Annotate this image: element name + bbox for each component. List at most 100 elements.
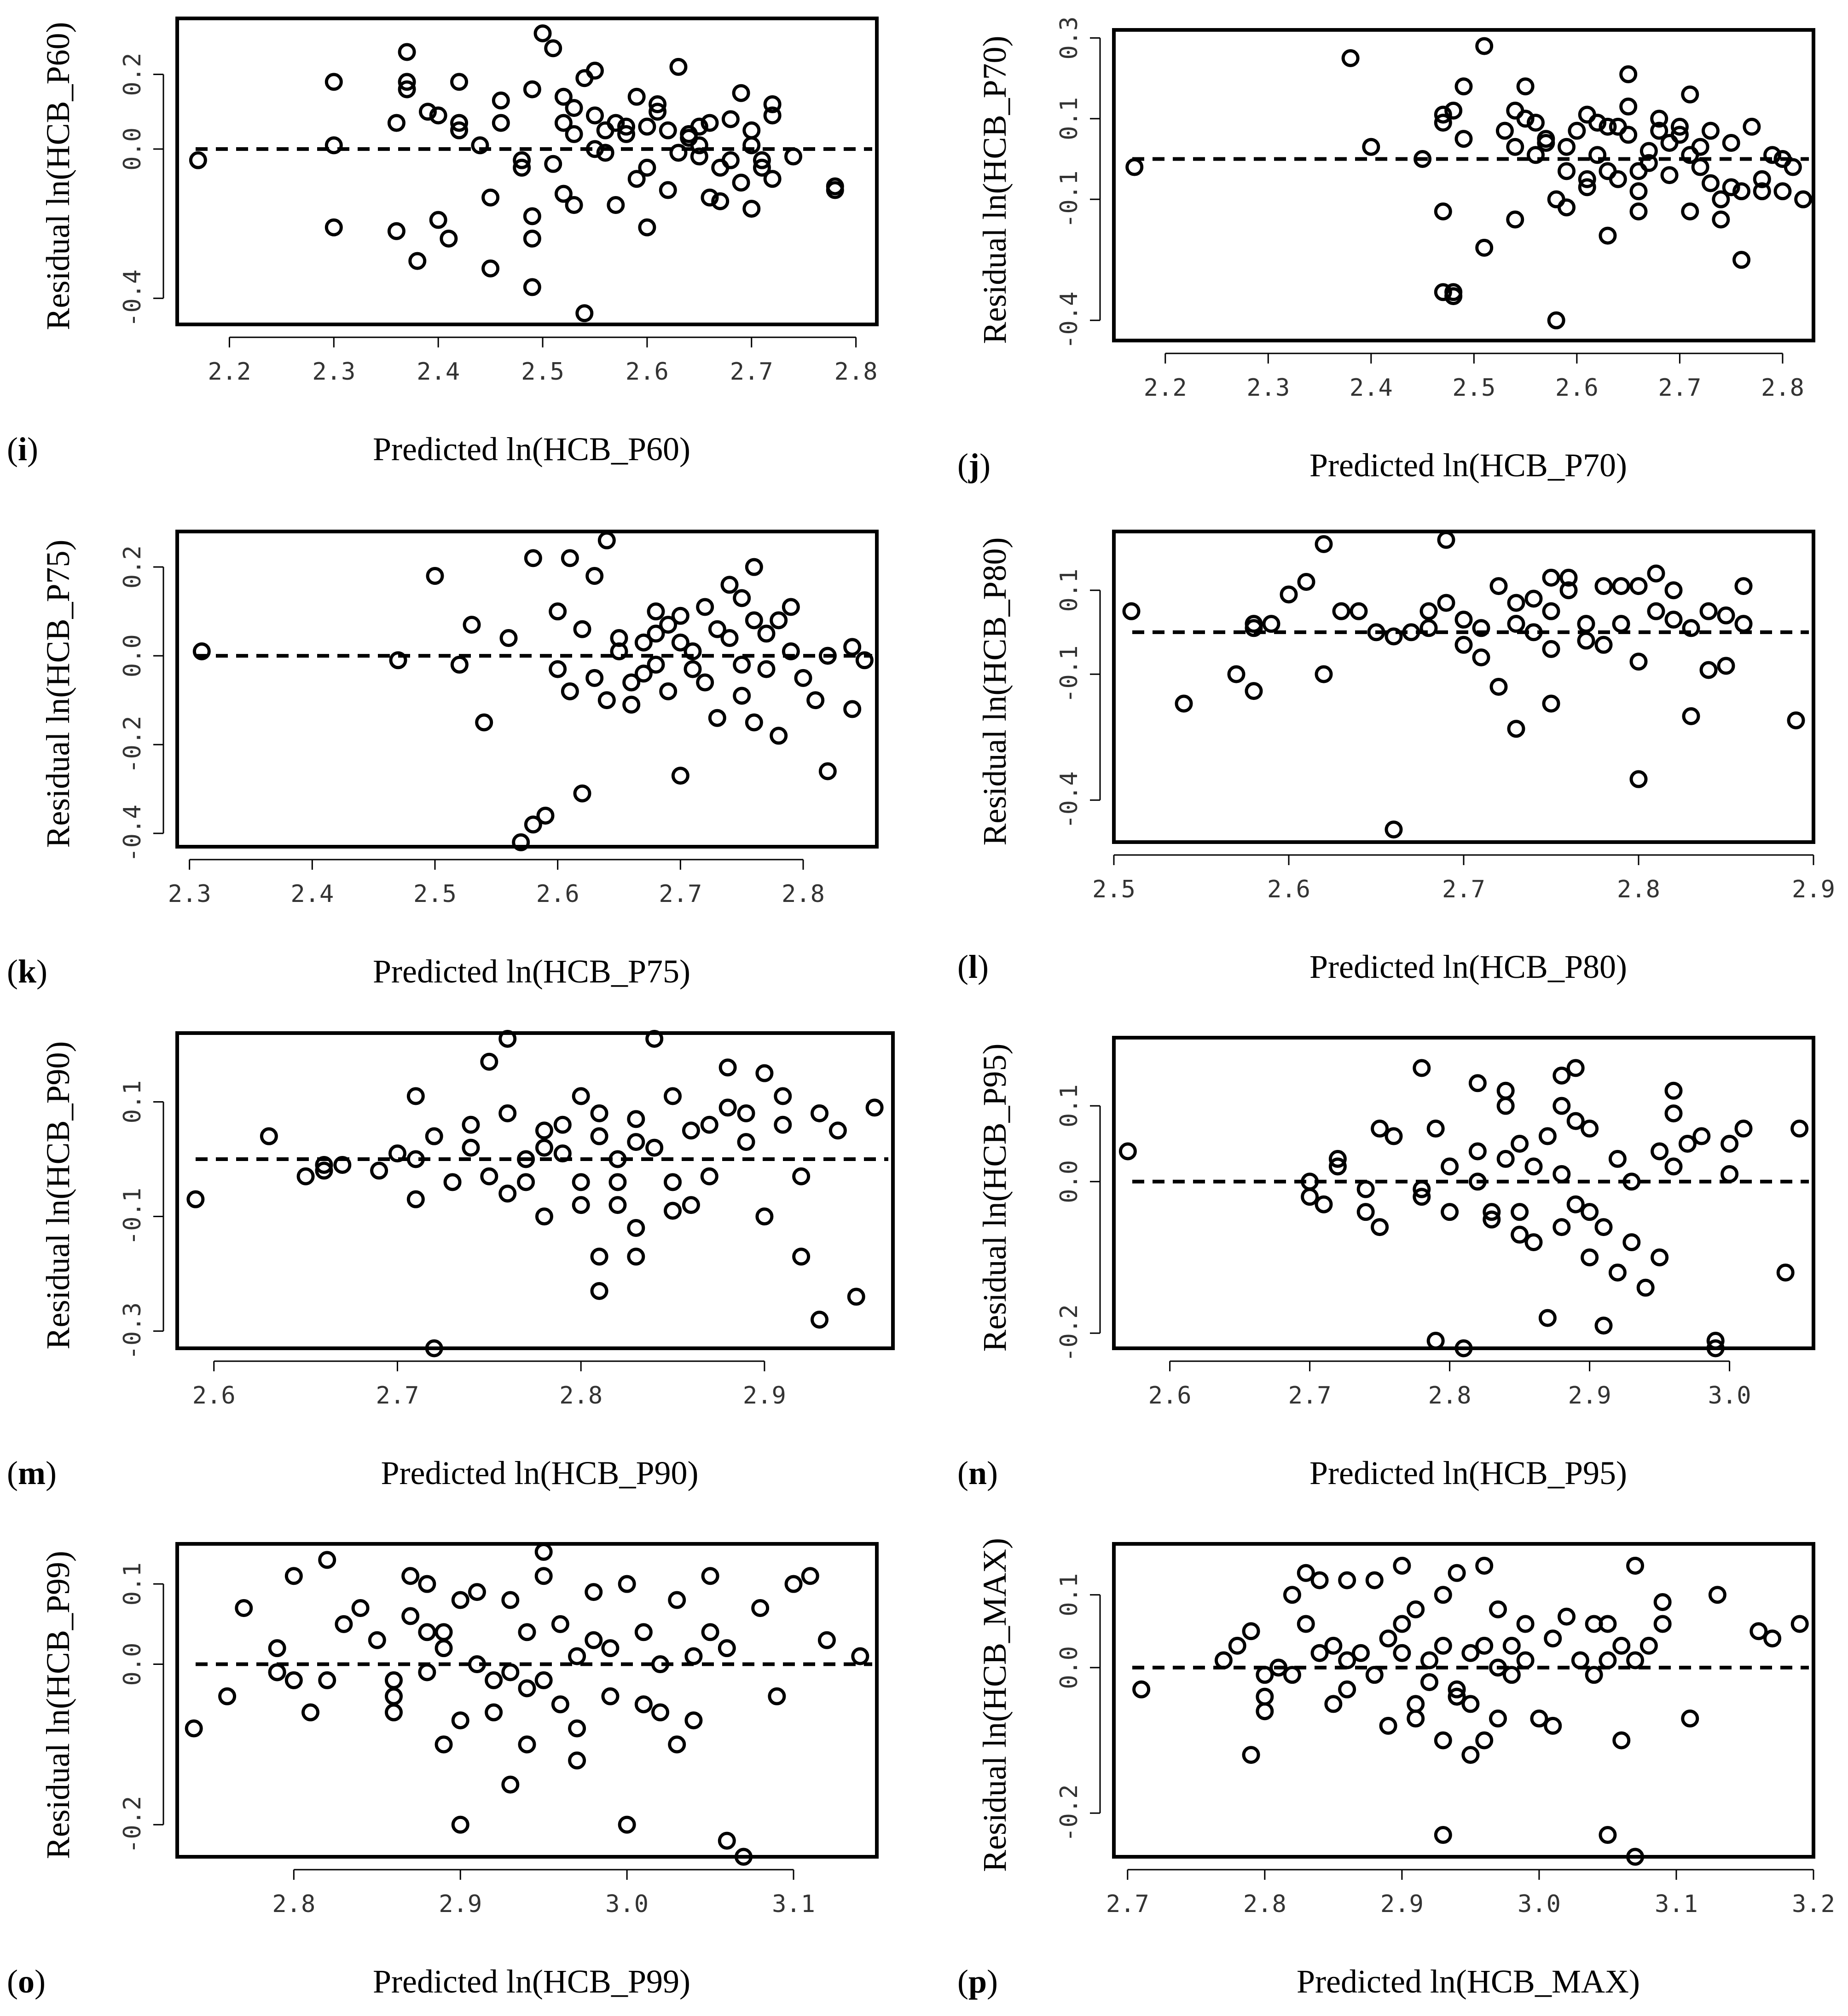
data-point <box>408 252 427 270</box>
data-point <box>1407 1695 1425 1713</box>
data-point <box>708 709 726 727</box>
data-point <box>1367 623 1385 641</box>
data-point <box>684 642 702 660</box>
x-tick-label: 2.7 <box>1442 876 1485 903</box>
data-point <box>1301 1188 1319 1206</box>
x-tick-label: 2.5 <box>1452 374 1495 402</box>
data-point <box>596 144 614 162</box>
data-point <box>1542 694 1560 713</box>
data-point <box>718 1058 737 1077</box>
data-point <box>1413 1188 1431 1206</box>
data-point <box>1530 1710 1548 1728</box>
data-point <box>1678 1134 1697 1153</box>
data-point <box>1660 166 1679 185</box>
data-point <box>1502 1666 1521 1684</box>
data-point <box>1297 572 1315 591</box>
data-point <box>1650 110 1668 128</box>
y-axis-title: Residual ln(HCB_MAX) <box>976 1538 1013 1872</box>
data-point <box>189 151 207 169</box>
data-point <box>535 1121 553 1140</box>
data-point <box>450 114 469 132</box>
x-tick-label: 2.6 <box>1148 1382 1192 1409</box>
panel-label: (i) <box>7 431 38 468</box>
data-point <box>523 229 541 248</box>
data-point <box>742 200 761 218</box>
data-point <box>462 1138 480 1157</box>
data-point <box>1489 1658 1507 1677</box>
panel-o: 2.8 2.9 3.0 3.1 -0.2 0.0 0.1 Predicted ln(HCB_P… <box>7 1542 879 2000</box>
data-point <box>1717 657 1735 675</box>
data-point <box>1475 1636 1494 1655</box>
data-point <box>701 1567 719 1585</box>
data-point <box>618 1815 636 1834</box>
data-point <box>1647 564 1665 583</box>
data-point <box>1578 170 1596 188</box>
x-tick-label: 2.7 <box>659 880 702 908</box>
data-point <box>324 218 343 237</box>
plot-frame <box>175 1542 879 1859</box>
y-tick-label: -0.4 <box>119 270 146 327</box>
data-point <box>1407 1600 1425 1618</box>
panel-label: (m) <box>7 1455 57 1491</box>
panel-label: (o) <box>7 1963 46 2000</box>
x-tick-label: 2.8 <box>1617 876 1660 903</box>
data-point <box>1651 1142 1669 1161</box>
data-point <box>1315 1195 1333 1213</box>
y-tick-label: -0.2 <box>1055 1784 1083 1842</box>
data-point <box>1524 623 1543 641</box>
data-point <box>682 1196 700 1214</box>
data-point <box>1712 210 1730 229</box>
data-point <box>1362 138 1380 156</box>
data-point <box>1407 1710 1425 1728</box>
data-point <box>351 1599 370 1617</box>
x-tick-label: 2.6 <box>192 1382 236 1409</box>
data-point <box>818 647 837 665</box>
data-point <box>406 1190 425 1208</box>
y-tick-label: -0.4 <box>119 804 146 862</box>
data-point <box>1599 1651 1617 1669</box>
data-point <box>1750 1622 1768 1641</box>
data-point <box>1692 1127 1711 1145</box>
data-point <box>668 1735 686 1754</box>
data-point <box>498 1029 517 1048</box>
y-axis-title: Residual ln(HCB_P75) <box>40 539 76 848</box>
x-axis-title: Predicted ln(HCB_P70) <box>1309 447 1627 484</box>
plot-frame <box>1112 28 1815 342</box>
data-point <box>498 1184 517 1203</box>
x-tick-label: 3.0 <box>605 1890 649 1918</box>
data-point <box>1763 146 1782 164</box>
data-point <box>1639 1636 1658 1655</box>
data-point <box>1699 602 1718 620</box>
data-point <box>561 682 579 700</box>
data-point <box>1437 594 1455 612</box>
data-point <box>533 24 552 42</box>
data-point <box>1721 1165 1739 1183</box>
y-tick-label: 0.1 <box>1055 1573 1083 1617</box>
panel-label: (p) <box>957 1963 998 2000</box>
data-point <box>1256 1702 1274 1721</box>
data-point <box>1475 37 1494 55</box>
data-point <box>401 1567 420 1585</box>
data-point <box>398 80 416 98</box>
data-point <box>701 1623 719 1641</box>
data-point <box>301 1703 320 1721</box>
data-point <box>1434 1731 1452 1750</box>
data-point <box>1489 1710 1507 1728</box>
data-point <box>1511 1225 1529 1244</box>
data-point <box>1468 1173 1487 1191</box>
data-point <box>1454 611 1473 629</box>
y-tick-label: 0.1 <box>1055 569 1083 612</box>
data-point <box>1526 114 1545 132</box>
data-point <box>512 833 530 851</box>
data-point <box>751 1599 770 1617</box>
data-point <box>536 806 555 825</box>
data-point <box>384 1671 403 1689</box>
data-point <box>1338 1571 1356 1589</box>
data-point <box>770 727 788 745</box>
x-tick-label: 2.5 <box>413 880 457 908</box>
data-point <box>1468 1142 1487 1161</box>
data-point <box>1489 678 1508 696</box>
x-tick-label: 3.0 <box>1518 1890 1561 1918</box>
data-point <box>1448 1564 1466 1582</box>
panel-m: 2.6 2.7 2.8 2.9 -0.3 -0.1 0.1 Predicted ln(HCB_… <box>7 1029 895 1491</box>
